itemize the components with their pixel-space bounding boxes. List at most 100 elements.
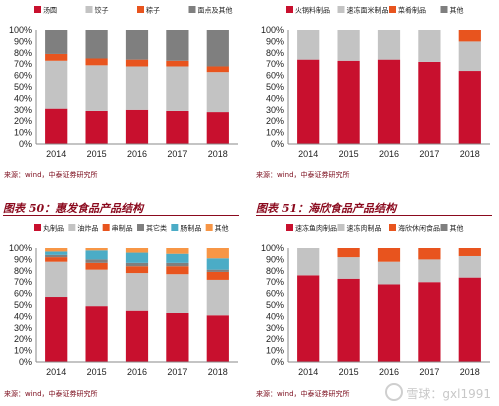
stacked-bar-chart-1: 汤圆 饺子 粽子 面点及其他 0%10% 20%30% 40%50%60% 70%80% 90%…: [9, 6, 238, 159]
bar-segment-2018-3: [206, 271, 229, 280]
y-tick-label: 40%: [266, 311, 284, 321]
legend-label-6: 其他: [215, 224, 229, 233]
y-tick-label: 90%: [14, 36, 32, 46]
bar-segment-2015-2: [85, 65, 108, 111]
legend-label-4: 面点及其他: [198, 6, 233, 15]
y-tick-label: 50%: [14, 300, 32, 310]
y-tick-label: 80%: [266, 266, 284, 276]
y-tick-label: 60%: [266, 71, 284, 81]
bar-segment-2014-3: [45, 257, 68, 262]
legend-swatch-4: [137, 224, 144, 231]
legend-label-5: 肠制品: [180, 224, 201, 233]
bar-segment-2018-6: [206, 248, 229, 259]
y-tick-label: 40%: [14, 311, 32, 321]
y-tick-label: 0%: [19, 139, 32, 149]
x-tick-label: 2018: [208, 367, 228, 377]
bar-segment-2017-3: [166, 266, 189, 275]
y-tick-label: 70%: [266, 277, 284, 287]
bar-segment-2016-4: [125, 30, 149, 60]
bar-segment-2014-1: [297, 275, 320, 362]
bar-segment-2014-2: [297, 30, 320, 60]
bar-segment-2018-1: [206, 315, 229, 362]
x-tick-label: 2015: [339, 367, 359, 377]
bar-segment-2016-3: [125, 59, 149, 67]
y-tick-label: 50%: [266, 82, 284, 92]
bar-segment-2015-3: [337, 248, 360, 258]
legend-label-2: 速冻肉制品: [347, 224, 382, 233]
y-tick-label: 20%: [14, 334, 32, 344]
chart-panel-1: 汤圆 饺子 粽子 面点及其他 0% 10% 20% 30% 40% 50% 60% 70% 80% 90%…: [0, 0, 245, 168]
y-tick-label: 70%: [14, 59, 32, 69]
stacked-bar-chart-4: 速冻鱼肉制品 速冻肉制品 海欣休闲食品 其他 0%10% 20%30% 40%50%60% 7…: [261, 224, 490, 377]
legend-swatch-5: [171, 224, 179, 231]
legend-label-4: 其它类: [146, 224, 167, 233]
legend-label-3: 串制品: [112, 224, 133, 233]
legend-label-2: 速冻面米制品: [347, 6, 389, 15]
bar-segment-2014-5: [45, 251, 68, 255]
bar-segment-2014-1: [297, 59, 320, 144]
x-tick-label: 2014: [46, 149, 66, 159]
legend-label-4: 其他: [450, 6, 464, 15]
x-tick-label: 2015: [87, 367, 107, 377]
x-tick-label: 2016: [127, 149, 147, 159]
bar-segment-2016-3: [125, 266, 149, 274]
legend-swatch-3: [102, 224, 110, 231]
x-tick-label: 2018: [208, 149, 228, 159]
bar-segment-2016-6: [125, 248, 149, 253]
legend-label-1: 汤圆: [43, 6, 57, 15]
legend-label-2: 饺子: [95, 6, 109, 15]
legend-swatch-1: [34, 6, 41, 13]
bar-segment-2017-3: [166, 60, 189, 67]
y-tick-label: 100%: [9, 25, 32, 35]
legend-swatch-2: [337, 224, 345, 231]
snowball-logo-icon: [385, 383, 404, 401]
y-tick-label: 80%: [266, 48, 284, 58]
bar-segment-2016-1: [125, 310, 149, 362]
legend-swatch-1: [34, 224, 41, 231]
y-tick-label: 80%: [14, 48, 32, 58]
y-tick-label: 80%: [14, 266, 32, 276]
bar-segment-2017-1: [418, 61, 441, 144]
y-tick-label: 100%: [261, 25, 284, 35]
bar-segment-2017-1: [418, 282, 441, 362]
bar-segment-2014-4: [45, 30, 68, 54]
title-rule-50: [3, 215, 239, 216]
chart-panel-4: 速冻鱼肉制品 速冻肉制品 海欣休闲食品 其他 0% 10% 20% 30% 40% 50% 60% 7…: [252, 218, 497, 386]
title-rule-51: [256, 215, 492, 216]
legend-label-3: 菜肴制品: [398, 6, 426, 15]
y-tick-label: 50%: [14, 82, 32, 92]
legend-swatch-4: [440, 224, 448, 231]
bar-segment-2017-6: [166, 248, 189, 254]
y-tick-label: 70%: [266, 59, 284, 69]
y-tick-label: 90%: [266, 36, 284, 46]
stacked-bar-chart-3: 丸制品 油炸品 串制品 其它类 肠制品 其他 0%10% 20%30% 40%50%60% 70%…: [9, 224, 238, 377]
x-tick-label: 2014: [298, 367, 318, 377]
x-tick-label: 2014: [46, 367, 66, 377]
x-tick-label: 2016: [379, 149, 399, 159]
source-note-1: 来源：wind，中泰证券研究所: [4, 171, 98, 179]
bar-segment-2015-6: [85, 248, 108, 251]
legend-label-3: 粽子: [146, 6, 160, 15]
bar-segment-2017-4: [166, 262, 189, 267]
x-tick-label: 2017: [419, 367, 439, 377]
legend-swatch-2: [68, 224, 76, 231]
y-tick-label: 30%: [14, 105, 32, 115]
legend-swatch-1: [286, 224, 293, 231]
stacked-bar-chart-2: 火锅料制品 速冻面米制品 菜肴制品 其他 0%10% 20%30% 40%50%60% 70%…: [261, 6, 490, 159]
y-tick-label: 0%: [19, 357, 32, 367]
chart-panel-2: 火锅料制品 速冻面米制品 菜肴制品 其他 0% 10% 20% 30% 40% 50% 60% 70%…: [252, 0, 497, 168]
bar-segment-2016-1: [125, 109, 149, 144]
y-tick-label: 40%: [14, 93, 32, 103]
y-tick-label: 60%: [14, 71, 32, 81]
source-note-2: 来源：wind，中泰证券研究所: [256, 171, 350, 179]
bar-segment-2016-2: [377, 261, 401, 285]
legend-swatch-2: [85, 6, 93, 13]
chart-panel-3: 丸制品 油炸品 串制品 其它类 肠制品 其他 0% 10% 20% 30% 40% 50% 60% 70%…: [0, 218, 245, 386]
legend-swatch-3: [389, 224, 396, 231]
y-tick-label: 10%: [266, 346, 284, 356]
bar-segment-2016-2: [377, 30, 401, 60]
y-tick-label: 30%: [266, 105, 284, 115]
bar-segment-2017-2: [418, 30, 441, 62]
bar-segment-2018-2: [458, 41, 481, 72]
bar-segment-2018-3: [458, 30, 481, 42]
